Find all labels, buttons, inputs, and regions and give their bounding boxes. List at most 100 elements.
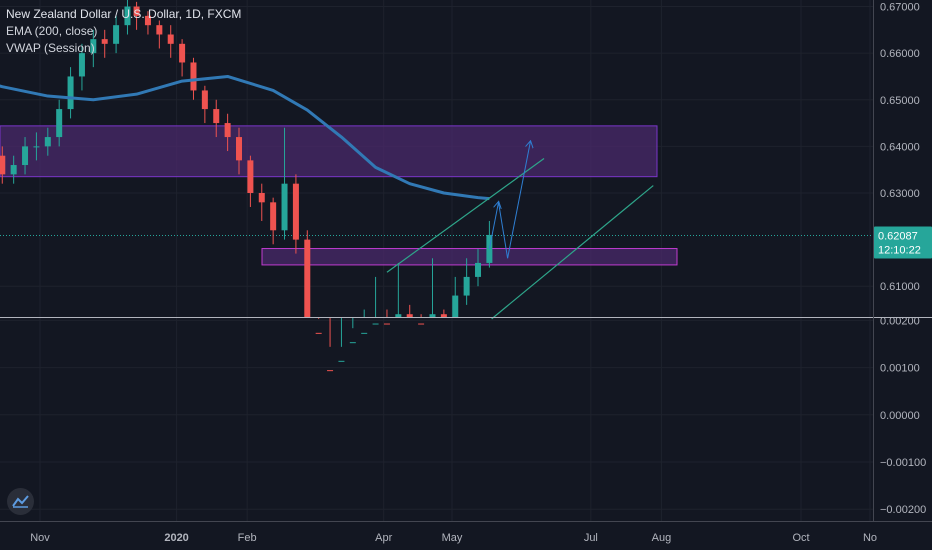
- candle: [67, 67, 74, 119]
- price-axis-tick-label: 0.63000: [880, 188, 920, 200]
- indicator-axis[interactable]: 0.00200 0.00100 0.00000 −0.00100 −0.00200: [880, 315, 926, 516]
- time-axis-tick-label: 2020: [164, 532, 188, 544]
- time-axis-tick-label: No: [863, 532, 877, 544]
- candle-body: [361, 332, 368, 334]
- candle: [213, 99, 220, 138]
- candle-body: [304, 239, 311, 317]
- candle-body: [372, 323, 379, 325]
- candle: [156, 20, 163, 49]
- time-axis[interactable]: Nov 2020 Feb Apr May Jul Aug Oct No: [30, 532, 877, 544]
- candle-body: [22, 146, 29, 166]
- price-axis-tick-label: 0.61000: [880, 281, 920, 293]
- candle: [258, 183, 265, 221]
- indicator-axis-tick-label: −0.00200: [880, 504, 926, 516]
- candle-body: [33, 146, 40, 148]
- candle-body: [90, 39, 97, 54]
- candle: [167, 25, 174, 58]
- candle-body: [0, 155, 6, 175]
- last-price-tag: [874, 226, 932, 259]
- candle-body: [190, 62, 197, 91]
- candle-series: [0, 0, 493, 372]
- time-axis-tick-label: May: [442, 532, 463, 544]
- candle: [429, 258, 436, 317]
- candle-body: [349, 342, 356, 344]
- price-axis-tick-label: 0.65000: [880, 95, 920, 107]
- candle: [101, 29, 108, 58]
- candle: [44, 127, 51, 156]
- candle-body: [179, 43, 186, 63]
- candle-body: [156, 25, 163, 35]
- candle: [327, 317, 334, 372]
- candle-body: [440, 314, 447, 317]
- time-axis-tick-label: Aug: [652, 532, 672, 544]
- candle: [383, 309, 390, 325]
- demand-zone: [261, 248, 678, 266]
- ema-legend-label[interactable]: EMA (200, close): [6, 24, 98, 38]
- candle: [144, 11, 151, 35]
- projection-arrow-segment: [507, 142, 531, 259]
- candle: [440, 309, 447, 317]
- candle-body: [44, 137, 51, 147]
- candle: [361, 309, 368, 334]
- candle: [349, 317, 356, 344]
- candle-body: [247, 160, 254, 193]
- candle: [90, 29, 97, 68]
- projection-arrow-segment: [488, 202, 498, 250]
- candle-body: [338, 360, 345, 362]
- price-axis-tick-label: 0.66000: [880, 48, 920, 60]
- candle: [201, 85, 208, 124]
- price-axis[interactable]: 0.67000 0.66000 0.65000 0.64000 0.63000 0.610…: [880, 2, 920, 294]
- indicator-axis-tick-label: −0.00100: [880, 457, 926, 469]
- ema-line: [0, 74, 490, 201]
- candle-body: [213, 109, 220, 124]
- annotation-lines: [386, 142, 654, 320]
- candle-body: [56, 109, 63, 138]
- projection-arrow-segment: [498, 202, 509, 259]
- indicator-axis-tick-label: 0.00000: [880, 410, 920, 422]
- candle: [133, 1, 140, 30]
- candle-body: [101, 39, 108, 44]
- price-axis-tick-label: 0.67000: [880, 2, 920, 14]
- bar-countdown: 12:10:22: [878, 245, 921, 257]
- ema-200-line: [0, 74, 490, 201]
- candle-body: [315, 332, 322, 334]
- candle: [486, 220, 493, 268]
- time-axis-tick-label: Oct: [792, 532, 809, 544]
- candle: [113, 15, 120, 54]
- annotation-zones: [0, 125, 678, 266]
- candle: [179, 39, 186, 77]
- tradingview-logo-icon: [12, 495, 29, 508]
- candle-body: [281, 183, 288, 231]
- candle-body: [270, 202, 277, 231]
- candle: [124, 0, 131, 35]
- candle-body: [67, 76, 74, 110]
- candle: [10, 155, 17, 184]
- candle-body: [406, 314, 413, 317]
- vwap-legend-label[interactable]: VWAP (Session): [6, 41, 95, 55]
- candle: [338, 317, 345, 362]
- candle-body: [292, 183, 299, 240]
- trend-line: [491, 185, 654, 320]
- candle-body: [475, 262, 482, 277]
- time-axis-tick-label: Nov: [30, 532, 50, 544]
- symbol-title[interactable]: New Zealand Dollar / U.S. Dollar, 1D, FX…: [6, 7, 242, 21]
- candle: [33, 132, 40, 161]
- candle: [270, 197, 277, 245]
- panel-separators: [0, 0, 932, 522]
- candle-body: [383, 323, 390, 325]
- candle-body: [144, 15, 151, 26]
- candle: [372, 276, 379, 325]
- candle: [452, 276, 459, 317]
- candle-body: [133, 6, 140, 16]
- candle-body: [113, 25, 120, 44]
- tradingview-logo[interactable]: [7, 488, 34, 515]
- candle: [475, 248, 482, 287]
- time-axis-tick-label: Apr: [375, 532, 392, 544]
- candle-body: [201, 90, 208, 110]
- indicator-axis-tick-label: 0.00200: [880, 315, 920, 327]
- candle: [315, 317, 322, 334]
- supply-zone: [0, 125, 658, 178]
- candle: [292, 174, 299, 254]
- candle: [78, 43, 85, 91]
